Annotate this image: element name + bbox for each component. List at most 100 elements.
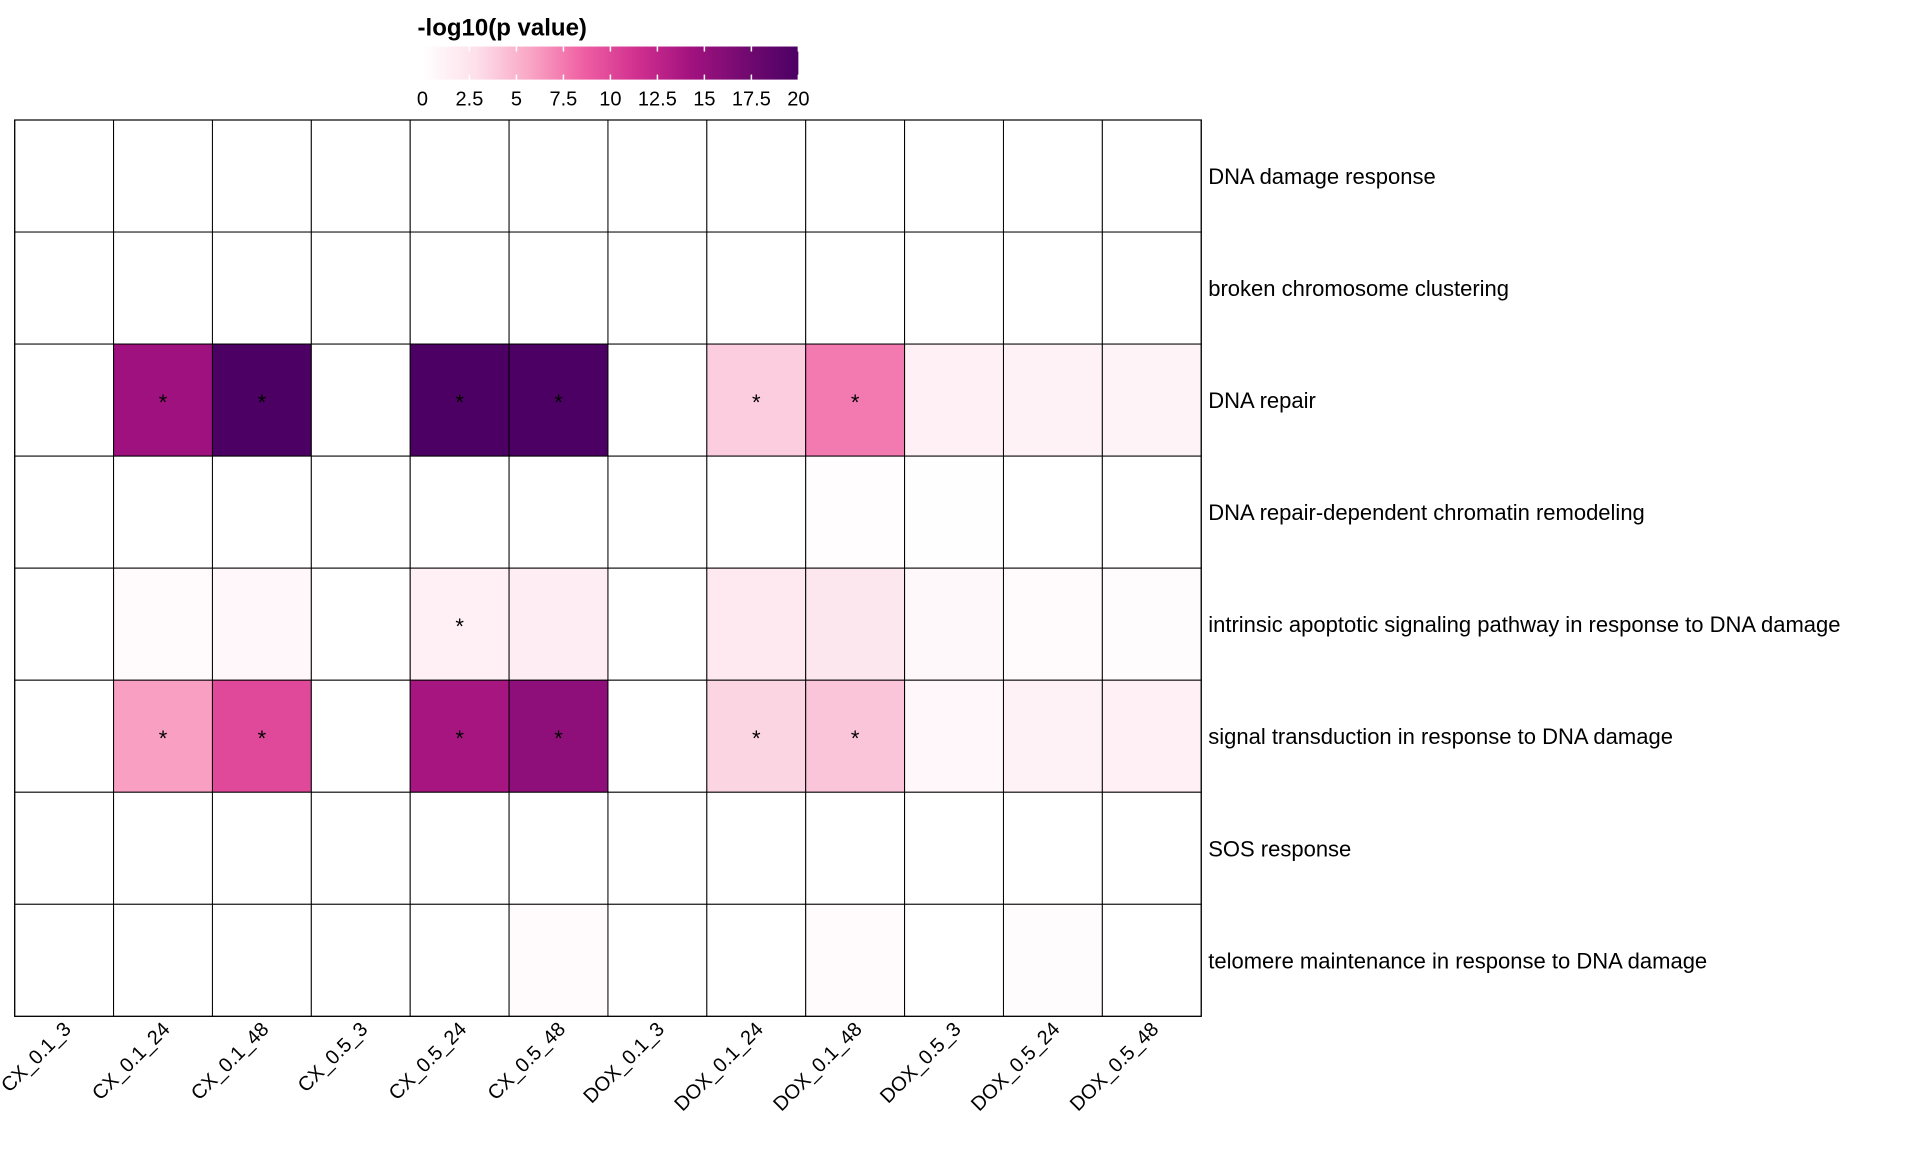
heatmap-cell bbox=[1002, 455, 1103, 569]
heatmap-cell bbox=[706, 567, 807, 681]
significance-markers: * * * * * * * * * * * * * bbox=[159, 390, 860, 751]
significance-star: * bbox=[455, 726, 464, 751]
heatmap-cell bbox=[1101, 119, 1202, 233]
heatmap-cell bbox=[706, 791, 807, 905]
heatmap-cell bbox=[607, 679, 708, 793]
heatmap-cell bbox=[211, 455, 312, 569]
heatmap-cell bbox=[113, 119, 213, 233]
heatmap-cell bbox=[805, 679, 906, 793]
heatmap-cell bbox=[14, 679, 115, 793]
heatmap-cell bbox=[1101, 903, 1202, 1017]
significance-star: * bbox=[851, 726, 860, 751]
heatmap-cell bbox=[1101, 791, 1202, 905]
heatmap-cell bbox=[409, 903, 510, 1017]
legend-tick-label: 12.5 bbox=[638, 88, 677, 110]
heatmap-cell bbox=[805, 231, 906, 345]
heatmap-cell bbox=[310, 455, 411, 569]
heatmap-cell bbox=[14, 791, 115, 905]
heatmap-cell bbox=[310, 791, 411, 905]
heatmap-cell bbox=[1101, 455, 1202, 569]
color-legend: -log10(p value) 0 2.5 5 7.5 10 12.5 15 17.5 20 bbox=[417, 15, 810, 111]
column-label: CX_0.5_3 bbox=[294, 1018, 372, 1096]
heatmap-cell bbox=[508, 791, 609, 905]
heatmap-cell bbox=[706, 455, 807, 569]
heatmap-cell bbox=[805, 455, 906, 569]
heatmap-cell bbox=[310, 567, 411, 681]
heatmap-cell bbox=[805, 903, 906, 1017]
heatmap-cell bbox=[113, 567, 213, 681]
legend-tick-label: 15 bbox=[693, 88, 715, 110]
heatmap-cell bbox=[607, 119, 708, 233]
heatmap-cell bbox=[14, 343, 115, 457]
heatmap-cell bbox=[1101, 567, 1202, 681]
heatmap-cell bbox=[805, 791, 906, 905]
heatmap-cell bbox=[1002, 343, 1103, 457]
heatmap-cell bbox=[706, 343, 807, 457]
heatmap-cells bbox=[14, 119, 1202, 1017]
heatmap-cell bbox=[1002, 231, 1103, 345]
heatmap-cell bbox=[607, 455, 708, 569]
legend-tick-label: 20 bbox=[787, 88, 809, 110]
heatmap-cell bbox=[1002, 119, 1103, 233]
heatmap-cell bbox=[211, 231, 312, 345]
heatmap-cell bbox=[1101, 343, 1202, 457]
significance-star: * bbox=[159, 726, 168, 751]
heatmap-cell bbox=[310, 903, 411, 1017]
column-label: CX_0.1_24 bbox=[88, 1018, 174, 1104]
row-label: signal transduction in response to DNA d… bbox=[1208, 724, 1673, 749]
heatmap-cell bbox=[805, 567, 906, 681]
heatmap-cell bbox=[904, 791, 1004, 905]
heatmap-cell bbox=[310, 679, 411, 793]
legend-tick-label: 2.5 bbox=[456, 88, 484, 110]
heatmap-cell bbox=[508, 679, 609, 793]
significance-star: * bbox=[159, 390, 168, 415]
heatmap-cell bbox=[607, 791, 708, 905]
heatmap-cell bbox=[211, 567, 312, 681]
heatmap-cell bbox=[113, 903, 213, 1017]
heatmap-cell bbox=[409, 791, 510, 905]
heatmap-cell bbox=[1002, 567, 1103, 681]
heatmap-cell bbox=[706, 903, 807, 1017]
heatmap-cell bbox=[14, 119, 115, 233]
significance-star: * bbox=[258, 390, 267, 415]
heatmap-cell bbox=[211, 679, 312, 793]
heatmap-cell bbox=[310, 119, 411, 233]
heatmap-cell bbox=[607, 567, 708, 681]
heatmap-cell bbox=[508, 903, 609, 1017]
column-label: DOX_0.1_3 bbox=[579, 1018, 668, 1107]
heatmap-cell bbox=[409, 343, 510, 457]
heatmap-cell bbox=[904, 567, 1004, 681]
heatmap-cell bbox=[14, 903, 115, 1017]
column-label: DOX_0.5_24 bbox=[967, 1018, 1064, 1115]
heatmap-cell bbox=[310, 231, 411, 345]
heatmap-cell bbox=[508, 231, 609, 345]
row-label: intrinsic apoptotic signaling pathway in… bbox=[1208, 612, 1840, 637]
legend-tick-label: 17.5 bbox=[732, 88, 771, 110]
heatmap-cell bbox=[113, 679, 213, 793]
heatmap-cell bbox=[14, 231, 115, 345]
heatmap-cell bbox=[409, 231, 510, 345]
column-label: CX_0.1_48 bbox=[187, 1018, 273, 1104]
row-label: DNA repair bbox=[1208, 388, 1316, 413]
heatmap-cell bbox=[409, 679, 510, 793]
column-label: CX_0.1_3 bbox=[0, 1018, 76, 1096]
heatmap-cell bbox=[706, 679, 807, 793]
heatmap-cell bbox=[607, 343, 708, 457]
heatmap-cell bbox=[409, 455, 510, 569]
heatmap-cell bbox=[113, 791, 213, 905]
heatmap-cell bbox=[904, 231, 1004, 345]
heatmap-cell bbox=[508, 455, 609, 569]
heatmap-cell bbox=[113, 455, 213, 569]
legend-tick-label: 10 bbox=[599, 88, 621, 110]
heatmap-cell bbox=[1101, 231, 1202, 345]
significance-star: * bbox=[554, 726, 563, 751]
heatmap-cell bbox=[706, 231, 807, 345]
heatmap-cell bbox=[904, 119, 1004, 233]
heatmap-cell bbox=[904, 903, 1004, 1017]
significance-star: * bbox=[258, 726, 267, 751]
heatmap-cell bbox=[211, 791, 312, 905]
heatmap-cell bbox=[904, 455, 1004, 569]
row-label: broken chromosome clustering bbox=[1208, 276, 1509, 301]
heatmap-cell bbox=[508, 343, 609, 457]
